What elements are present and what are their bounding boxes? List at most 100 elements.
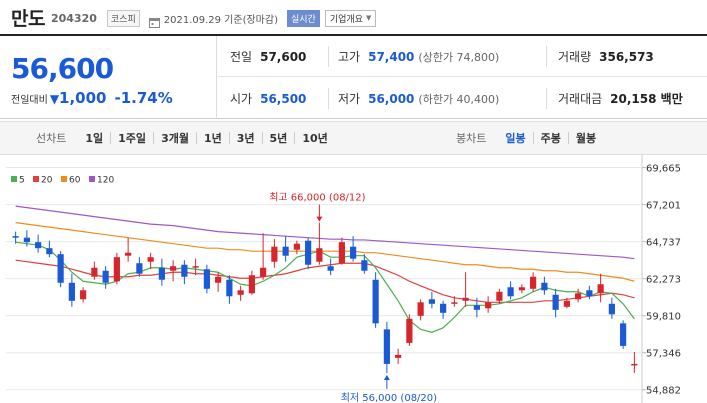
high-value: 57,400: [368, 49, 415, 64]
candle-chart-title: 봉차트: [456, 132, 487, 145]
candle-body: [372, 279, 379, 324]
volume-cell: 거래량 356,573: [558, 36, 654, 77]
y-tick-label: 59,810: [646, 312, 681, 323]
period-5y-button[interactable]: 5년: [269, 132, 288, 145]
weekly-candle-button[interactable]: 주봉: [540, 132, 561, 145]
candlestick-chart[interactable]: 69,665 67,201 64,737 62,273 59,810 57,346 54,8…: [0, 155, 707, 403]
period-10y-button[interactable]: 10년: [302, 132, 328, 145]
price-summary: 56,600 전일대비 ▼ 1,000 -1.74% 전일 57,600 고가 …: [0, 34, 707, 119]
period-3y-button[interactable]: 3년: [236, 132, 255, 145]
line-chart-title: 선차트: [36, 132, 67, 145]
legend-swatch: [61, 176, 67, 182]
current-price-box: 56,600 전일대비 ▼ 1,000 -1.74%: [0, 36, 217, 119]
chart-toolbar: 선차트 1일 1주일 3개월 1년 3년 5년 10년 봉차트 일봉 주봉 월봉: [0, 121, 707, 155]
stock-header: 만도 204320 코스피 2021.09.29 기준(장마감) 실시간 기업개…: [0, 0, 707, 34]
y-tick-label: 67,201: [646, 201, 681, 212]
candle-body: [417, 302, 424, 316]
candle-body: [507, 287, 514, 297]
high-cell: 고가 57,400 (상한가 74,800): [338, 36, 499, 77]
open-value: 56,500: [260, 91, 307, 106]
legend-label: 60: [69, 176, 81, 186]
legend-swatch: [89, 176, 95, 182]
candle-body: [248, 275, 255, 294]
y-tick-label: 62,273: [646, 275, 681, 286]
divider: [328, 46, 329, 67]
legend-label: 5: [19, 176, 25, 186]
candle-body: [496, 291, 503, 301]
prev-close-value: 57,600: [260, 49, 307, 64]
divider: [546, 88, 547, 109]
calendar-icon: [148, 13, 160, 28]
divider: [328, 88, 329, 109]
legend-swatch: [33, 176, 39, 182]
divider: [567, 132, 569, 144]
candle-body: [125, 252, 132, 256]
base-date: 2021.09.29 기준(장마감): [163, 14, 278, 26]
candle-body: [170, 266, 177, 271]
candle-body: [327, 266, 334, 271]
candle-body: [113, 257, 120, 282]
candle-body: [35, 242, 42, 249]
candle-body: [305, 240, 312, 265]
candle-body: [282, 246, 289, 256]
divider: [532, 132, 534, 144]
period-1y-button[interactable]: 1년: [203, 132, 222, 145]
volume-value: 356,573: [599, 49, 654, 64]
candle-body: [597, 284, 604, 294]
company-info-dropdown[interactable]: 기업개요 ▼: [324, 9, 377, 27]
candle-body: [608, 303, 615, 315]
candle-body: [383, 329, 390, 364]
candle-body: [203, 269, 210, 289]
monthly-candle-button[interactable]: 월봉: [575, 132, 597, 145]
candle-body: [215, 276, 222, 283]
change-label: 전일대비: [11, 95, 48, 106]
candle-body: [57, 254, 64, 283]
y-tick-label: 64,737: [646, 238, 681, 249]
low-cell: 저가 56,000 (하한가 40,400): [338, 78, 499, 119]
candle-body: [260, 267, 267, 277]
candle-body: [350, 246, 357, 259]
high-annotation: 최고 66,000 (08/12): [269, 192, 365, 204]
divider: [110, 132, 112, 144]
change-value: 1,000: [59, 89, 107, 107]
divider: [153, 132, 155, 144]
candle-body: [586, 290, 593, 297]
candle-body: [338, 242, 345, 264]
candle-body: [361, 260, 368, 271]
candle-body: [552, 294, 559, 310]
amount-value: 20,158 백만: [610, 92, 683, 106]
candle-body: [68, 282, 75, 301]
y-tick-label: 57,346: [646, 349, 681, 360]
candle-body: [80, 290, 87, 300]
legend-swatch: [11, 176, 17, 182]
low-label: 저가: [338, 92, 361, 106]
change-row: 전일대비 ▼ 1,000 -1.74%: [11, 89, 173, 107]
period-1w-button[interactable]: 1주일: [118, 132, 147, 145]
legend-label: 20: [41, 176, 53, 186]
open-cell: 시가 56,500: [230, 78, 306, 119]
candle-body: [485, 302, 492, 309]
candle-body: [462, 297, 469, 301]
candle-body: [271, 246, 278, 262]
low-value: 56,000: [368, 91, 415, 106]
candle-body: [631, 363, 638, 366]
current-price: 56,600: [11, 52, 114, 85]
high-label: 고가: [338, 50, 361, 64]
company-info-label: 기업개요: [329, 14, 363, 25]
line-chart-periods: 선차트 1일 1주일 3개월 1년 3년 5년 10년: [36, 122, 335, 154]
volume-label: 거래량: [558, 50, 592, 64]
realtime-button[interactable]: 실시간: [287, 9, 320, 27]
period-1d-button[interactable]: 1일: [85, 132, 104, 145]
divider: [195, 132, 197, 144]
legend-label: 120: [97, 176, 114, 186]
ma60-line: [15, 222, 635, 282]
candle-body: [440, 303, 447, 313]
period-3m-button[interactable]: 3개월: [161, 132, 189, 145]
candle-body: [23, 237, 30, 243]
low-annotation: 최저 56,000 (08/20): [341, 392, 437, 403]
stock-name: 만도: [11, 7, 45, 30]
candle-body: [406, 318, 413, 343]
candle-body: [226, 279, 233, 297]
daily-candle-button[interactable]: 일봉: [505, 132, 526, 145]
candle-body: [620, 323, 627, 346]
